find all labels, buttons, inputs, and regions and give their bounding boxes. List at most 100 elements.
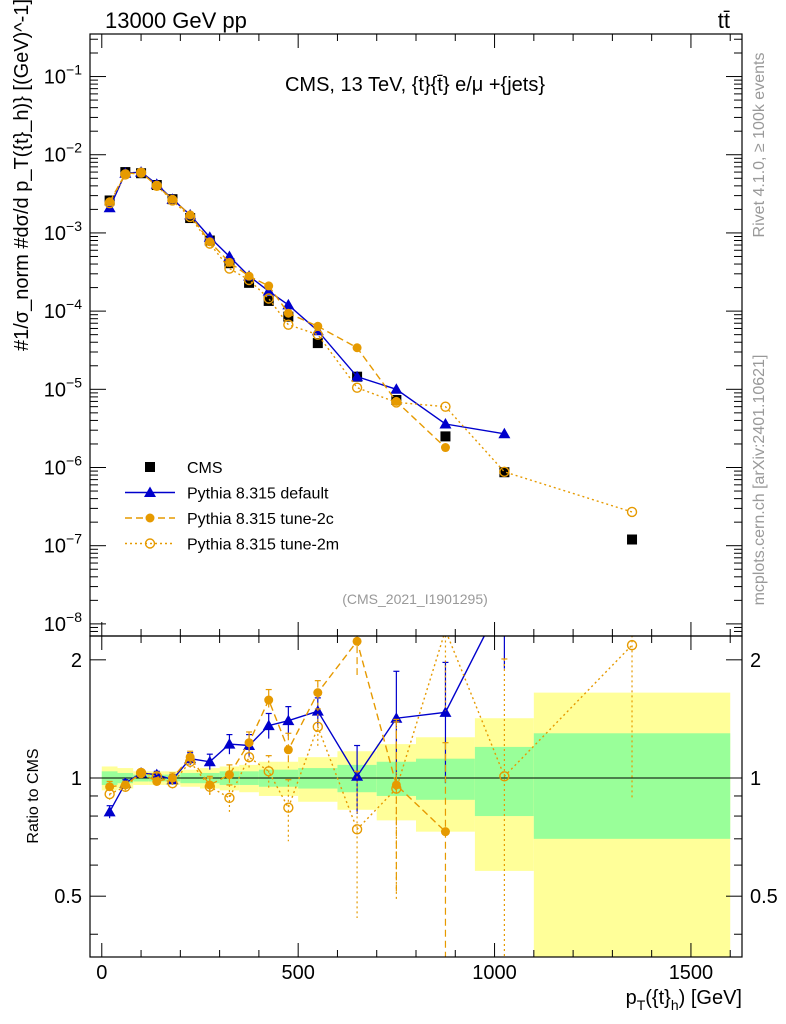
pythia-8-315-default-ratio-point — [262, 719, 275, 731]
pythia-8-315-default-ratio-point — [103, 805, 116, 817]
ratio-y-tick-label-right: 2 — [750, 650, 761, 672]
legend-marker — [145, 513, 155, 523]
pythia-8-315-tune-2m-ratio-point — [263, 766, 274, 777]
pythia-8-315-tune-2m-main-point — [263, 293, 274, 304]
pythia-8-315-tune-2m-ratio-point — [135, 767, 147, 779]
x-tick-label: 0 — [96, 962, 107, 984]
pythia-8-315-tune-2m-main-point — [283, 319, 294, 330]
pythia-8-315-default-ratio-point — [351, 770, 364, 781]
pythia-8-315-tune-2m-main-point — [243, 274, 255, 286]
pythia-8-315-tune-2m-main-point — [312, 329, 324, 340]
pythia-8-315-tune-2m-ratio-point — [312, 721, 324, 733]
main-y-tick-label: 10−5 — [44, 374, 82, 401]
pythia-8-315-tune-2m-main-point — [391, 397, 402, 408]
pythia-8-315-default-main-point — [103, 201, 116, 213]
mcplots-label: mcplots.cern.ch [arXiv:2401.10621] — [751, 355, 768, 606]
chart-title: CMS, 13 TeV, {t}{t̄} e/μ +{jets} — [285, 74, 545, 96]
pythia-8-315-tune-2m-main-point — [184, 211, 196, 223]
ratio-ylabel: Ratio to CMS — [25, 748, 42, 843]
header-right: tt̄ — [718, 8, 730, 33]
pythia-8-315-tune-2m-main-point — [120, 169, 131, 180]
pythia-8-315-tune-2m-ratio-point — [499, 771, 510, 782]
pythia-8-315-tune-2m-ratio-point — [243, 751, 255, 763]
pythia-8-315-default-ratio-point — [282, 714, 295, 726]
cms-main-point — [499, 467, 510, 478]
pythia-8-315-default-ratio-point — [439, 706, 452, 717]
pythia-8-315-default-main-point — [282, 298, 295, 310]
ratio-y-tick-label-right: 1 — [750, 768, 761, 790]
pythia-8-315-default-ratio-line — [109, 636, 486, 813]
pythia-8-315-tune-2c-ratio-point — [391, 780, 401, 790]
cms-main-point — [312, 338, 323, 349]
pythia-8-315-tune-2m-main-point — [626, 506, 638, 518]
x-axis-label: pT({t}h) [GeV] — [626, 987, 742, 1013]
pythia-8-315-tune-2m-ratio-point — [120, 781, 131, 792]
pythia-8-315-tune-2c-main-point — [313, 321, 323, 331]
main-y-tick-label: 10−2 — [44, 140, 82, 167]
pythia-8-315-tune-2c-main-point — [283, 308, 293, 318]
pythia-8-315-tune-2m-ratio-point — [184, 756, 196, 767]
analysis-id: (CMS_2021_I1901295) — [342, 591, 488, 607]
pythia-8-315-tune-2c-main-point — [120, 169, 130, 179]
pythia-8-315-default-ratio-point — [223, 738, 236, 749]
pythia-8-315-default-ratio-point — [390, 712, 403, 723]
pythia-8-315-default-ratio-point — [203, 755, 216, 767]
pythia-8-315-tune-2m-ratio-point — [441, 626, 450, 635]
cms-main-point — [263, 295, 274, 306]
pythia-8-315-tune-2c-ratio-point — [313, 688, 323, 698]
main-y-tick-label: 10−8 — [44, 609, 82, 636]
ratio-y-tick-label-left: 1 — [71, 768, 82, 790]
main-y-tick-label: 10−1 — [44, 62, 82, 89]
ratio-panel-bands — [90, 692, 742, 957]
axes: 0 500 1000 1500 10−8 10−7 10−6 10−5 10−4 10−3 10−2… — [44, 33, 778, 984]
pythia-8-315-default-main-point — [351, 370, 364, 382]
pythia-8-315-tune-2m-main-point — [440, 401, 451, 412]
pythia-8-315-tune-2m-ratio-point — [283, 802, 294, 813]
pythia-8-315-tune-2c-main-point — [391, 396, 401, 406]
pythia-8-315-tune-2m-ratio-point — [351, 824, 363, 835]
legend-label: CMS — [187, 460, 223, 477]
legend-label: Pythia 8.315 tune-2c — [187, 511, 334, 528]
pythia-8-315-default-main-line — [109, 171, 505, 435]
pythia-8-315-tune-2c-ratio-point — [264, 695, 274, 705]
pythia-8-315-tune-2m-main-point — [351, 382, 363, 393]
main-y-axis-label: #1/σ_norm #dσ/d p_T({t}_h)} [(GeV)^-1] — [11, 0, 33, 351]
legend-label: Pythia 8.315 tune-2m — [187, 537, 339, 554]
pythia-8-315-default-main-point — [498, 427, 511, 439]
pythia-8-315-default-main-point — [439, 418, 452, 429]
cms-main-point — [627, 534, 638, 545]
x-tick-label: 1000 — [472, 962, 517, 984]
legend-marker — [144, 486, 156, 497]
main-y-tick-label: 10−3 — [44, 218, 82, 245]
ratio-y-tick-label-right: 0.5 — [750, 886, 778, 908]
legend-label: Pythia 8.315 default — [187, 486, 329, 503]
main-y-tick-label: 10−6 — [44, 453, 82, 480]
pythia-8-315-tune-2m-main-point — [151, 180, 162, 192]
legend-marker — [145, 462, 155, 472]
main-y-tick-label: 10−7 — [44, 531, 82, 558]
pythia-8-315-tune-2c-ratio-point — [283, 745, 293, 755]
x-tick-label: 1500 — [669, 962, 714, 984]
pythia-8-315-tune-2m-ratio-point — [626, 639, 638, 651]
pythia-8-315-tune-2m-ratio-point — [391, 783, 402, 794]
pythia-8-315-tune-2c-ratio-point — [440, 827, 450, 837]
pythia-8-315-tune-2m-main-point — [135, 167, 147, 178]
pythia-8-315-tune-2m-main-point — [499, 466, 510, 478]
pythia-8-315-tune-2m-main-point — [224, 263, 235, 274]
pythia-8-315-default-ratio-point — [498, 590, 510, 601]
legend: CMS Pythia 8.315 default Pythia 8.315 tune… — [125, 460, 339, 554]
rivet-label: Rivet 4.1.0, ≥ 100k events — [751, 53, 768, 238]
header-left: 13000 GeV pp — [105, 8, 247, 33]
pythia-8-315-tune-2m-ratio-point — [151, 771, 162, 782]
pythia-8-315-tune-2m-ratio-point — [104, 788, 115, 800]
pythia-8-315-tune-2m-ratio-point — [204, 781, 215, 792]
pythia-8-315-default-main-point — [390, 383, 403, 394]
legend-marker — [144, 538, 156, 549]
pythia-8-315-tune-2c-ratio-point — [224, 770, 234, 780]
pythia-8-315-tune-2c-main-point — [352, 343, 362, 353]
pythia-8-315-tune-2m-ratio-point — [167, 778, 178, 789]
ratio-panel-series — [103, 590, 638, 957]
cms-main-point — [244, 277, 255, 288]
pythia-8-315-tune-2c-ratio-point — [352, 636, 362, 646]
